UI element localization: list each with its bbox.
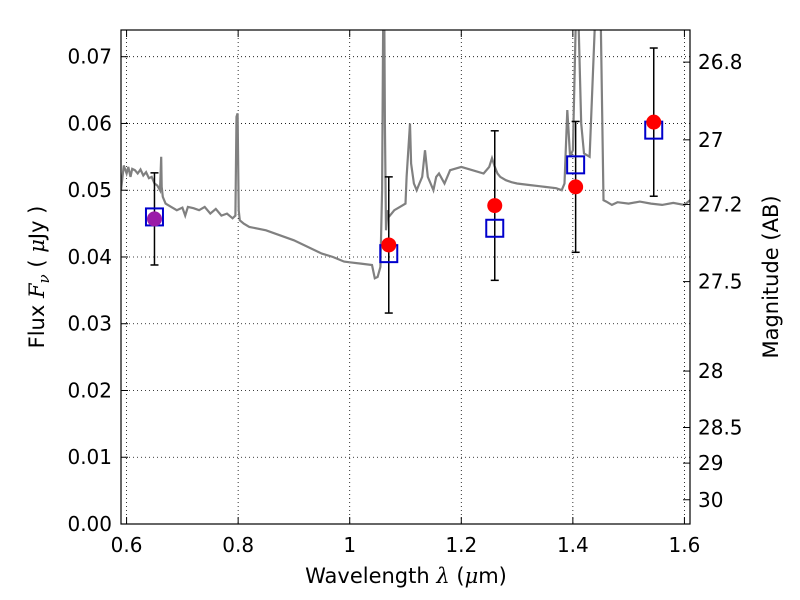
axes-frame xyxy=(120,29,691,525)
x-tick-label: 1.2 xyxy=(445,533,477,557)
magnitude-tick-label: 27.5 xyxy=(698,270,743,294)
y-tick-label: 0.02 xyxy=(67,378,112,402)
x-axis-title: Wavelength λ (μm) xyxy=(305,564,507,588)
x-tick-label: 1.6 xyxy=(669,533,701,557)
observed-photometry-point xyxy=(568,179,584,195)
y-tick-label: 0.07 xyxy=(67,45,112,69)
y-axis-title: Flux Fν ( μJy ) xyxy=(25,206,53,349)
y-tick-label: 0.06 xyxy=(67,111,112,135)
y-tick-label: 0.00 xyxy=(67,512,112,536)
magnitude-tick-label: 26.8 xyxy=(698,50,743,74)
observed-photometry-point xyxy=(381,237,397,253)
observed-photometry-point xyxy=(487,198,503,214)
magnitude-tick-label: 28 xyxy=(698,359,723,383)
y-tick-label: 0.05 xyxy=(67,178,112,202)
y-tick-label: 0.04 xyxy=(67,245,112,269)
y-tick-label: 0.03 xyxy=(67,312,112,336)
magnitude-tick-label: 27.2 xyxy=(698,192,743,216)
y-tick-label: 0.01 xyxy=(67,445,112,469)
observed-photometry-points xyxy=(146,114,662,253)
model-photometry-square xyxy=(485,218,505,238)
observed-photometry-point xyxy=(646,114,662,130)
x-tick-label: 1.4 xyxy=(557,533,589,557)
magnitude-axis-ticks: 26.8 27 27.2 27.5 28 28.5 29 30 xyxy=(683,50,743,512)
x-tick-label: 0.6 xyxy=(111,533,143,557)
magnitude-tick-label: 27 xyxy=(698,128,723,152)
x-tick-label: 1 xyxy=(343,533,356,557)
magnitude-axis-title: Magnitude (AB) xyxy=(759,195,783,358)
magnitude-tick-label: 30 xyxy=(698,488,723,512)
model-photometry-square xyxy=(566,155,586,175)
model-spectrum-line xyxy=(121,30,690,280)
plot-area xyxy=(121,30,690,314)
magnitude-tick-label: 28.5 xyxy=(698,416,743,440)
x-tick-label: 0.8 xyxy=(222,533,254,557)
x-axis-ticks: 0.6 0.8 1 1.2 1.4 1.6 xyxy=(111,30,701,557)
magnitude-tick-label: 29 xyxy=(698,451,723,475)
observed-photometry-point xyxy=(146,211,162,227)
y-axis-ticks: 0.00 0.01 0.02 0.03 0.04 0.05 0.06 0.07 xyxy=(67,45,128,536)
